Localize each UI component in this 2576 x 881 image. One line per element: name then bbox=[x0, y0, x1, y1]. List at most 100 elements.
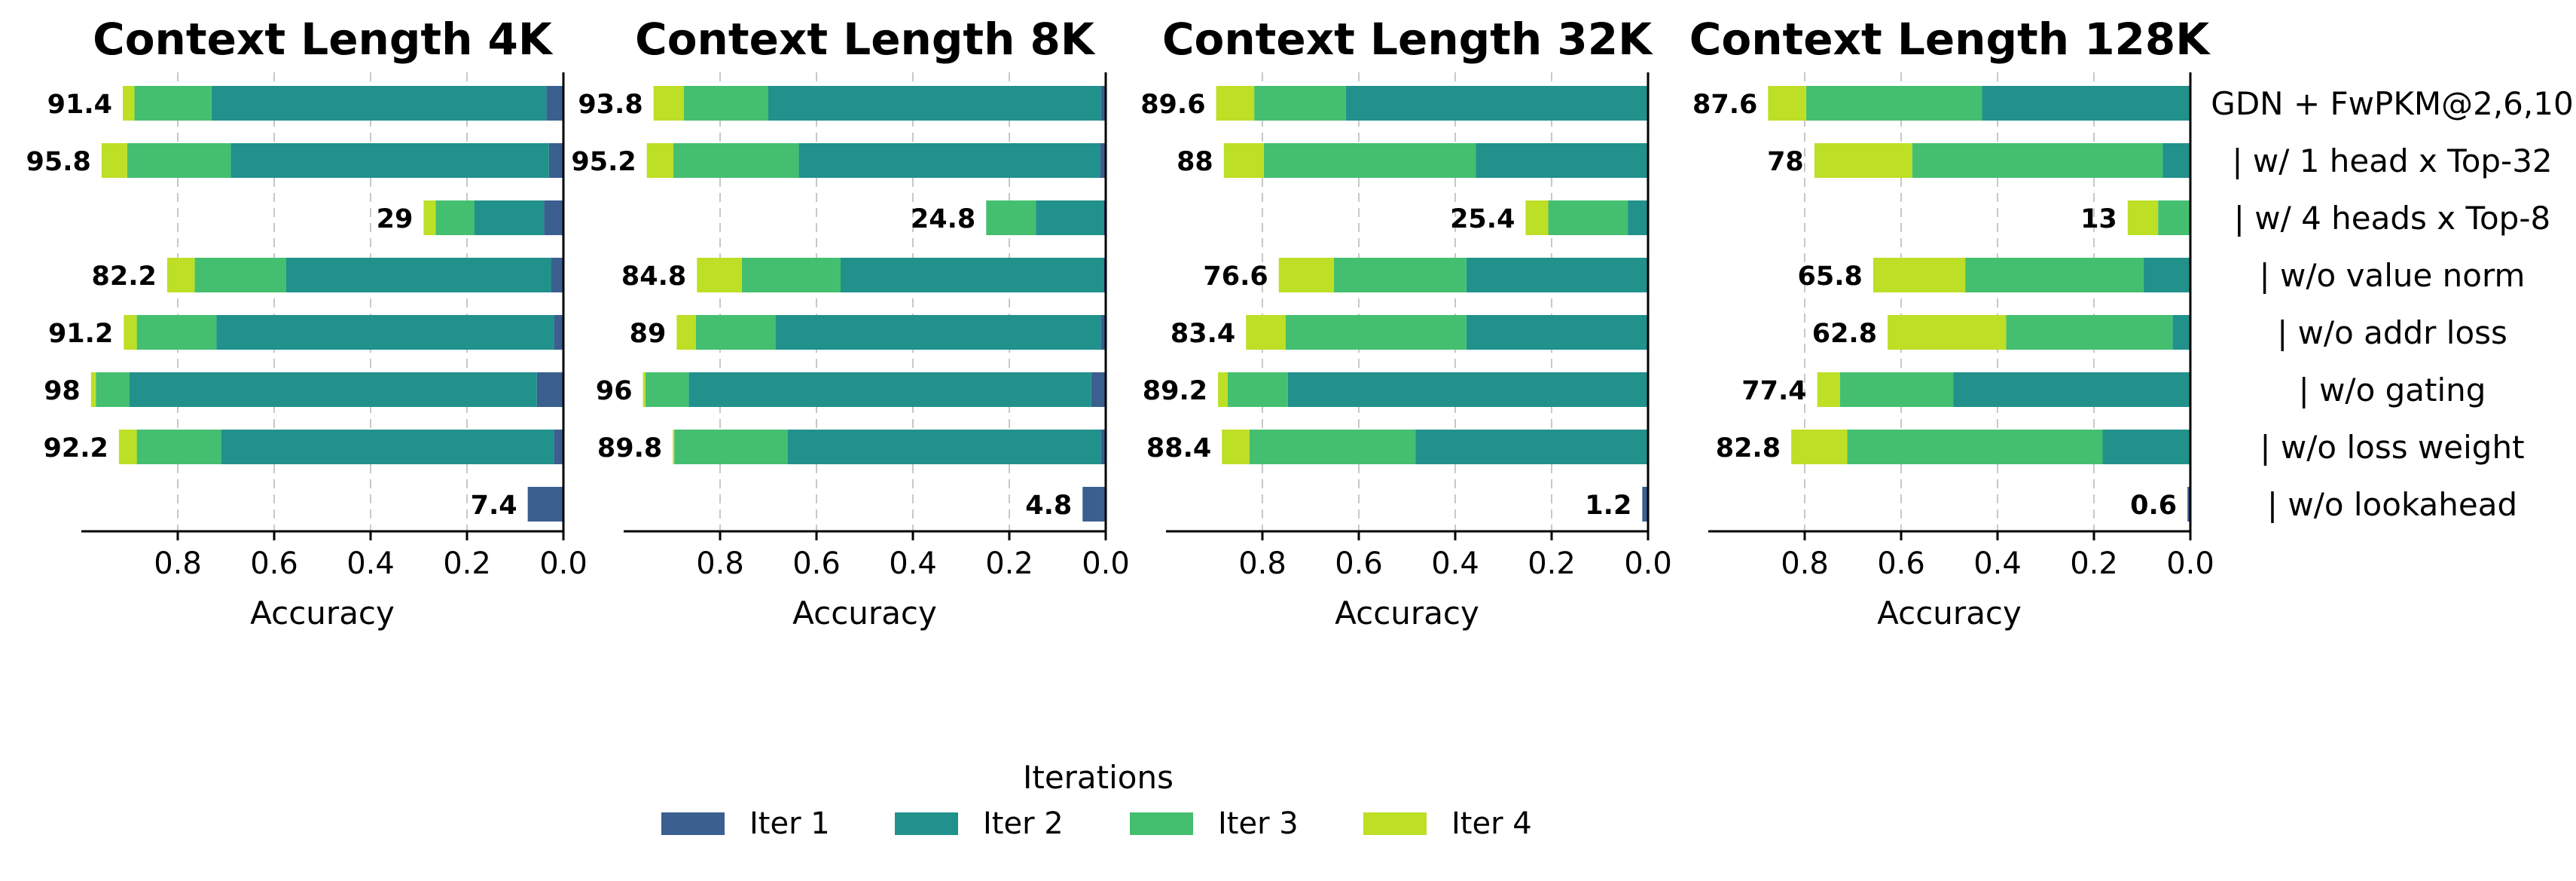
bar-1-3-iter4[interactable] bbox=[697, 258, 742, 292]
bar-2-3-iter4[interactable] bbox=[1278, 258, 1334, 292]
bar-0-1-iter3[interactable] bbox=[127, 143, 231, 178]
bar-0-4-iter1[interactable] bbox=[554, 315, 563, 350]
bar-3-1-iter2[interactable] bbox=[2162, 143, 2190, 178]
bar-3-0-iter3[interactable] bbox=[1805, 86, 1982, 121]
bar-0-2-iter2[interactable] bbox=[474, 200, 545, 235]
bar-1-3-iter1[interactable] bbox=[1103, 258, 1106, 292]
bar-3-0-iter4[interactable] bbox=[1768, 86, 1806, 121]
bar-2-5-iter4[interactable] bbox=[1218, 372, 1228, 407]
bar-2-5-iter3[interactable] bbox=[1227, 372, 1288, 407]
bar-3-2-iter4[interactable] bbox=[2127, 200, 2159, 235]
bar-1-4-iter3[interactable] bbox=[696, 315, 776, 350]
bar-3-5-iter2[interactable] bbox=[1953, 372, 2190, 407]
bar-2-2-iter3[interactable] bbox=[1548, 200, 1628, 235]
bar-0-4-iter2[interactable] bbox=[216, 315, 554, 350]
bar-2-4-iter3[interactable] bbox=[1285, 315, 1467, 350]
bar-1-6-iter2[interactable] bbox=[787, 430, 1101, 464]
bar-3-4-iter3[interactable] bbox=[2006, 315, 2173, 350]
bar-3-5-iter3[interactable] bbox=[1839, 372, 1954, 407]
bar-2-3-iter3[interactable] bbox=[1333, 258, 1467, 292]
bar-0-6-iter4[interactable] bbox=[118, 430, 137, 464]
bar-1-0-iter3[interactable] bbox=[684, 86, 768, 121]
bar-3-6-iter3[interactable] bbox=[1847, 430, 2103, 464]
bar-3-4-iter4[interactable] bbox=[1888, 315, 2007, 350]
bar-1-3-iter2[interactable] bbox=[841, 258, 1103, 292]
bar-2-2-iter2[interactable] bbox=[1628, 200, 1647, 235]
bar-0-2-iter4[interactable] bbox=[423, 200, 436, 235]
bar-3-2-iter3[interactable] bbox=[2158, 200, 2190, 235]
bar-1-3-iter3[interactable] bbox=[741, 258, 841, 292]
bar-2-4-iter4[interactable] bbox=[1246, 315, 1286, 350]
bar-0-1-iter2[interactable] bbox=[230, 143, 549, 178]
bar-2-6-iter2[interactable] bbox=[1415, 430, 1647, 464]
bar-0-2-iter3[interactable] bbox=[435, 200, 475, 235]
bar-1-6-iter1[interactable] bbox=[1100, 430, 1106, 464]
bar-2-4-iter2[interactable] bbox=[1466, 315, 1647, 350]
bar-0-3-iter3[interactable] bbox=[194, 258, 286, 292]
bar-0-3-iter4[interactable] bbox=[166, 258, 195, 292]
bar-0-6-iter1[interactable] bbox=[554, 430, 563, 464]
bar-3-6-iter2[interactable] bbox=[2102, 430, 2190, 464]
bar-0-1-iter4[interactable] bbox=[101, 143, 127, 178]
bar-2-1-iter3[interactable] bbox=[1263, 143, 1476, 178]
bar-1-0-iter2[interactable] bbox=[768, 86, 1101, 121]
bar-2-7-iter1[interactable] bbox=[1642, 487, 1648, 522]
bar-2-2-iter4[interactable] bbox=[1525, 200, 1549, 235]
bar-3-3-iter4[interactable] bbox=[1872, 258, 1966, 292]
bar-0-7-iter1[interactable] bbox=[527, 487, 563, 522]
bar-0-0-iter2[interactable] bbox=[211, 86, 547, 121]
bar-2-1-iter2[interactable] bbox=[1476, 143, 1647, 178]
bar-0-6-iter3[interactable] bbox=[136, 430, 221, 464]
bar-1-1-iter4[interactable] bbox=[646, 143, 673, 178]
bar-1-0-iter4[interactable] bbox=[653, 86, 684, 121]
bar-1-6-iter3[interactable] bbox=[674, 430, 788, 464]
bar-1-1-iter1[interactable] bbox=[1100, 143, 1106, 178]
bar-1-4-iter1[interactable] bbox=[1100, 315, 1106, 350]
bar-1-4-iter2[interactable] bbox=[775, 315, 1101, 350]
bar-1-2-iter1[interactable] bbox=[1103, 200, 1106, 235]
bar-3-6-iter4[interactable] bbox=[1791, 430, 1848, 464]
bar-0-2-iter1[interactable] bbox=[544, 200, 563, 235]
bar-0-4-iter3[interactable] bbox=[136, 315, 217, 350]
bar-1-1-iter2[interactable] bbox=[798, 143, 1100, 178]
bar-1-5-iter1[interactable] bbox=[1091, 372, 1106, 407]
bar-0-1-iter1[interactable] bbox=[548, 143, 563, 178]
bar-0-6-iter2[interactable] bbox=[221, 430, 554, 464]
bar-0-0-iter1[interactable] bbox=[546, 86, 563, 121]
bar-1-6-iter4[interactable] bbox=[673, 430, 675, 464]
bar-2-0-iter3[interactable] bbox=[1254, 86, 1346, 121]
bar-1-0-iter1[interactable] bbox=[1100, 86, 1106, 121]
bar-1-4-iter4[interactable] bbox=[676, 315, 696, 350]
bar-2-1-iter4[interactable] bbox=[1223, 143, 1264, 178]
bar-1-7-iter1[interactable] bbox=[1082, 487, 1106, 522]
bar-3-1-iter4[interactable] bbox=[1814, 143, 1912, 178]
bar-0-5-iter4[interactable] bbox=[90, 372, 96, 407]
bar-0-5-iter3[interactable] bbox=[96, 372, 130, 407]
bar-2-0-iter2[interactable] bbox=[1345, 86, 1647, 121]
bar-0-3-iter2[interactable] bbox=[286, 258, 551, 292]
bar-0-3-iter1[interactable] bbox=[551, 258, 563, 292]
bar-3-3-iter3[interactable] bbox=[1965, 258, 2144, 292]
bar-2-0-iter4[interactable] bbox=[1216, 86, 1255, 121]
bar-3-5-iter4[interactable] bbox=[1817, 372, 1840, 407]
bar-0-0-iter4[interactable] bbox=[123, 86, 135, 121]
bar-1-5-iter4[interactable] bbox=[642, 372, 646, 407]
bar-0-0-iter3[interactable] bbox=[134, 86, 212, 121]
bar-2-6-iter3[interactable] bbox=[1249, 430, 1416, 464]
bar-0-4-iter4[interactable] bbox=[124, 315, 137, 350]
bar-1-2-iter3[interactable] bbox=[986, 200, 1036, 235]
bar-0-5-iter1[interactable] bbox=[536, 372, 563, 407]
bar-3-1-iter3[interactable] bbox=[1912, 143, 2163, 178]
bar-1-5-iter2[interactable] bbox=[688, 372, 1091, 407]
bar-1-2-iter2[interactable] bbox=[1036, 200, 1103, 235]
bar-3-4-iter2[interactable] bbox=[2172, 315, 2190, 350]
bar-3-3-iter2[interactable] bbox=[2143, 258, 2190, 292]
bar-1-1-iter3[interactable] bbox=[673, 143, 799, 178]
bar-3-7-iter1[interactable] bbox=[2187, 487, 2190, 522]
bar-2-3-iter2[interactable] bbox=[1466, 258, 1647, 292]
bar-1-5-iter3[interactable] bbox=[645, 372, 689, 407]
bar-2-5-iter2[interactable] bbox=[1287, 372, 1647, 407]
bar-3-0-iter2[interactable] bbox=[1982, 86, 2190, 121]
bar-0-5-iter2[interactable] bbox=[130, 372, 537, 407]
bar-2-6-iter4[interactable] bbox=[1222, 430, 1250, 464]
